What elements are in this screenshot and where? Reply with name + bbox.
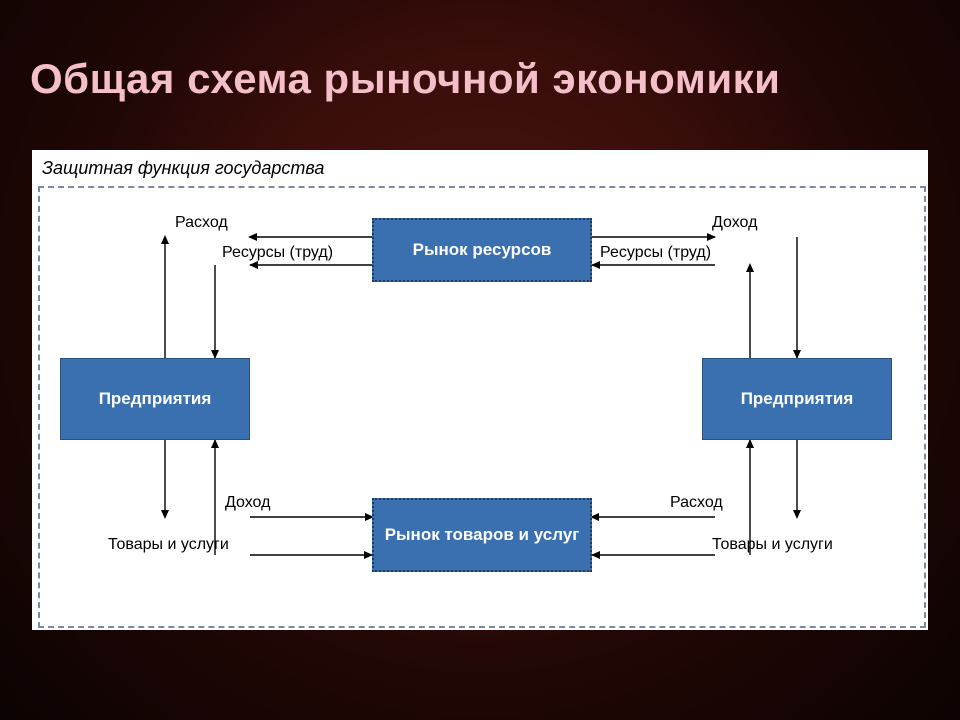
edge-label-6: Расход	[670, 494, 723, 512]
edge-label-2: Доход	[712, 214, 757, 232]
edge-label-3: Ресурсы (труд)	[600, 244, 711, 262]
edge-label-1: Ресурсы (труд)	[222, 244, 333, 262]
edge-label-7: Товары и услуги	[712, 536, 833, 554]
node-enterprise-left: Предприятия	[60, 358, 250, 440]
node-enterprise-right: Предприятия	[702, 358, 892, 440]
slide-title: Общая схема рыночной экономики	[30, 55, 780, 103]
node-resource-market: Рынок ресурсов	[372, 218, 592, 282]
edge-label-5: Товары и услуги	[108, 536, 229, 554]
diagram-container: Защитная функция государства Предприятия…	[32, 150, 928, 630]
edge-label-0: Расход	[175, 214, 228, 232]
slide: Общая схема рыночной экономики Защитная …	[0, 0, 960, 720]
edge-label-4: Доход	[225, 494, 270, 512]
node-goods-market: Рынок товаров и услуг	[372, 498, 592, 572]
